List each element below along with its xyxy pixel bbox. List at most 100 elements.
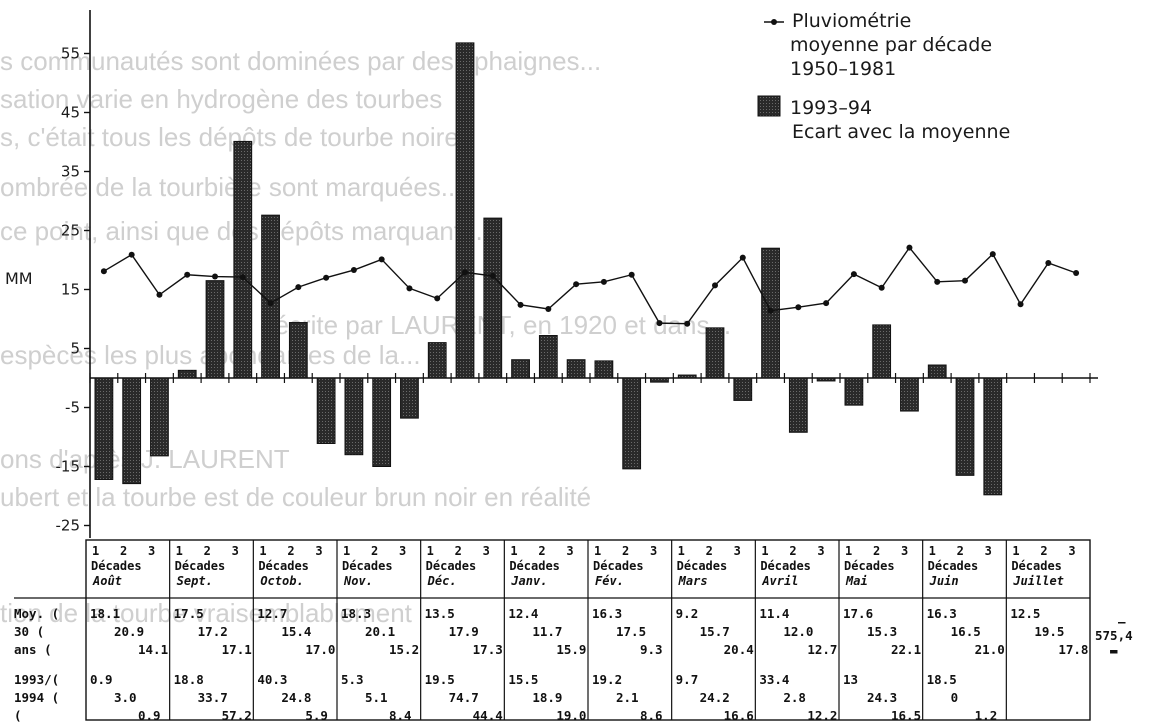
y-axis-label: MM <box>5 269 33 288</box>
x-axis-ticks <box>89 373 1091 383</box>
mean-value-cell: 9.2 <box>676 606 699 621</box>
deviation-bar <box>594 360 614 379</box>
deviation-bar <box>511 359 530 379</box>
mean-rainfall-point <box>795 304 802 311</box>
y-tick-label: -15 <box>56 458 81 476</box>
season-value-cell: 9.7 <box>676 672 699 687</box>
decade-number: 3 <box>148 544 155 558</box>
mean-value-cell: 11.4 <box>759 606 789 621</box>
ghost-line-3: ombrée de la tourbière sont marquées... <box>0 172 462 202</box>
mean-value-cell: 12.7 <box>257 606 287 621</box>
y-tick-label: 15 <box>61 281 80 299</box>
month-name: Déc. <box>427 574 457 588</box>
mean-rainfall-point <box>462 269 468 276</box>
ghost-line-0: s communautés sont dominées par des spha… <box>0 46 601 76</box>
deviation-bar <box>122 377 142 485</box>
mean-rainfall-point <box>489 272 496 279</box>
deviation-bar <box>94 377 114 480</box>
season-value-cell: 19.0 <box>556 708 586 722</box>
decade-number: 2 <box>120 544 127 558</box>
decade-number: 3 <box>650 544 657 558</box>
mean-value-cell: 20.1 <box>365 624 395 639</box>
season-value-cell: 13 <box>843 672 858 687</box>
deviation-bar <box>483 217 503 379</box>
deviation-bar <box>733 377 753 401</box>
table-row-label: 30 ( <box>14 624 44 639</box>
month-name: Sept. <box>177 574 213 588</box>
y-tick-label: 5 <box>70 340 80 358</box>
mean-rainfall-point <box>212 273 218 280</box>
mean-value-cell: 20.9 <box>114 624 144 639</box>
decades-label: Décades <box>91 559 142 573</box>
table-row-label: ans ( <box>14 642 52 657</box>
mean-value-cell: 22.1 <box>891 642 921 657</box>
decades-label: Décades <box>677 559 728 573</box>
y-axis: 55 45 35 25 15 5 -5 -15 -25 <box>56 45 90 535</box>
y-tick-label: 25 <box>61 222 80 240</box>
decade-number: 2 <box>873 544 880 558</box>
decade-number: 3 <box>566 544 573 558</box>
y-tick-label: 35 <box>61 163 80 181</box>
decades-label: Décades <box>175 559 226 573</box>
decade-number: 3 <box>901 544 908 558</box>
decade-number: 2 <box>622 544 629 558</box>
season-value-cell: 8.4 <box>389 708 412 722</box>
season-value-cell: 44.4 <box>473 708 503 722</box>
decade-number: 1 <box>427 544 434 558</box>
mean-value-cell: 15.2 <box>389 642 419 657</box>
mean-rainfall-point <box>878 284 885 291</box>
month-name: Août <box>92 574 122 588</box>
deviation-bar <box>566 359 586 379</box>
season-value-cell: 40.3 <box>257 672 287 687</box>
mean-rainfall-point <box>267 300 274 307</box>
mean-value-cell: 17.0 <box>305 642 335 657</box>
month-name: Janv. <box>510 574 547 588</box>
mean-rainfall-point <box>350 267 357 274</box>
deviation-bar <box>344 377 364 456</box>
mean-rainfall-polyline <box>103 246 1077 325</box>
season-value-cell: 18.5 <box>927 672 957 687</box>
month-name: Fév. <box>595 574 624 588</box>
decades-label: Décades <box>509 559 560 573</box>
decade-number: 1 <box>929 544 936 558</box>
season-value-cell: 3.0 <box>114 690 137 705</box>
deviation-bar <box>844 377 864 406</box>
deviation-bar <box>455 42 475 379</box>
mean-rainfall-point <box>434 295 441 302</box>
mean-rainfall-line <box>100 244 1080 327</box>
mean-value-cell: 12.7 <box>807 642 837 657</box>
mean-value-cell: 18.1 <box>90 606 120 621</box>
legend-bar-label-2: Ecart avec la moyenne <box>792 121 1010 143</box>
mean-value-cell: 17.3 <box>473 642 503 657</box>
mean-rainfall-point <box>406 285 413 292</box>
season-value-cell: 16.6 <box>724 708 754 722</box>
mean-value-cell: 15.7 <box>700 624 730 639</box>
mean-value-cell: 15.4 <box>281 624 311 639</box>
deviation-bar <box>650 377 669 383</box>
decades-label: Décades <box>760 559 811 573</box>
mean-rainfall-point <box>989 251 996 258</box>
decade-number: 1 <box>510 544 517 558</box>
mean-value-cell: 12.0 <box>783 624 813 639</box>
deviation-bar <box>816 377 836 382</box>
mean-value-cell: 12.5 <box>1010 606 1040 621</box>
deviation-bar <box>927 364 947 379</box>
y-tick-label: 55 <box>61 45 80 63</box>
mean-rainfall-point <box>656 320 663 327</box>
decade-number: 3 <box>483 544 490 558</box>
mean-rainfall-point <box>823 300 830 307</box>
mean-value-cell: 19.5 <box>1034 624 1064 639</box>
total-block: – 575,4 ▬ <box>1095 614 1133 658</box>
mean-rainfall-point <box>934 278 941 285</box>
season-value-cell: 5.1 <box>365 690 388 705</box>
legend-line-label-1: Pluviométrie <box>792 10 911 32</box>
data-table: Moy. (30 (ans (1993/(1994 ( (1 2 3DécadesA… <box>14 539 1091 722</box>
mean-value-cell: 18.3 <box>341 606 371 621</box>
deviation-bar <box>177 369 197 379</box>
mean-rainfall-point <box>517 301 524 308</box>
total-value: 575,4 <box>1095 628 1133 643</box>
season-value-cell: 0 <box>951 690 959 705</box>
mean-value-cell: 17.5 <box>616 624 646 639</box>
background-text-layer: s communautés sont dominées par des spha… <box>0 46 731 628</box>
deviation-bar <box>288 322 308 379</box>
